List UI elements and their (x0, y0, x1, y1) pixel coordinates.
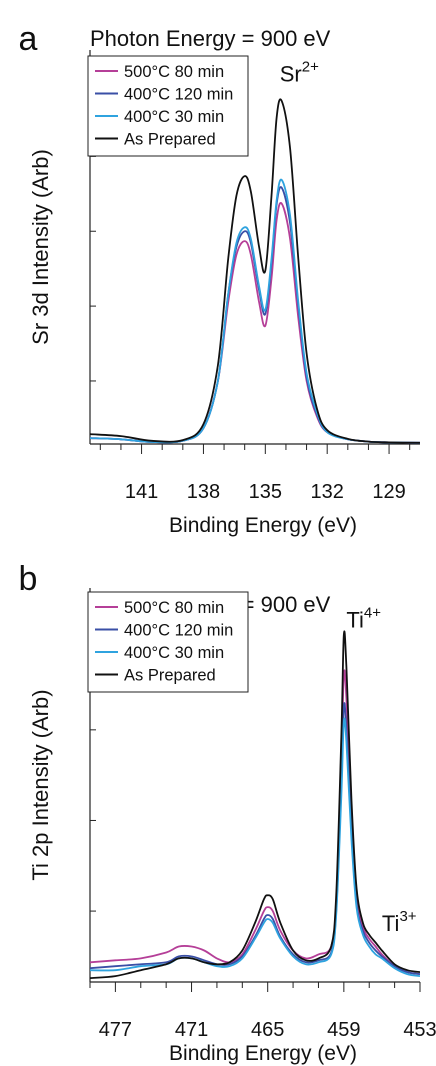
y-axis-label: Ti 2p Intensity (Arb) (28, 689, 53, 880)
x-tick-label: 129 (372, 481, 405, 503)
legend-label: 400°C 120 min (124, 622, 233, 640)
panel-label: b (19, 560, 38, 598)
x-axis-label: Binding Energy (eV) (169, 514, 357, 537)
x-tick-label: 477 (99, 1019, 132, 1041)
legend-item: As Prepared (95, 131, 216, 149)
panel-label: a (19, 20, 38, 58)
y-axis-label: Sr 3d Intensity (Arb) (28, 149, 53, 345)
legend-item: 500°C 80 min (95, 63, 224, 81)
x-tick-label: 465 (251, 1019, 284, 1041)
x-axis-label: Binding Energy (eV) (169, 1042, 357, 1065)
annotation-text: Sr (280, 62, 302, 87)
annotation-superscript: 2+ (302, 59, 319, 76)
x-tick-label: 135 (249, 481, 282, 503)
x-tick-label: 459 (327, 1019, 360, 1041)
x-tick-label: 453 (403, 1019, 436, 1041)
x-tick-label: 141 (125, 481, 158, 503)
x-tick-label: 471 (175, 1019, 208, 1041)
x-tick-label: 138 (187, 481, 220, 503)
legend-label: 400°C 30 min (124, 108, 224, 126)
legend: 500°C 80 min 400°C 120 min 400°C 30 min As … (87, 591, 249, 693)
legend-label: 500°C 80 min (124, 599, 224, 617)
chart-panel-a: a Photon Energy = 900 eV 141 138 135 132 129 Bi… (19, 20, 420, 537)
x-tick-label: 132 (311, 481, 344, 503)
peak-annotation: Ti3+ (382, 908, 417, 936)
legend-label: As Prepared (124, 131, 216, 149)
legend-item: 400°C 30 min (95, 108, 224, 126)
legend-item: 400°C 120 min (95, 622, 233, 640)
legend-item: 400°C 30 min (95, 644, 224, 662)
series-line-3 (90, 178, 420, 444)
annotation-superscript: 3+ (399, 908, 416, 925)
legend: 500°C 80 min 400°C 120 min 400°C 30 min As … (87, 55, 249, 157)
legend-label: 500°C 80 min (124, 63, 224, 81)
legend-label: As Prepared (124, 667, 216, 685)
series-line-4 (90, 630, 420, 979)
series-line-1 (90, 202, 420, 444)
chart-title: Photon Energy = 900 eV (90, 26, 331, 51)
legend-item: 400°C 120 min (95, 86, 233, 104)
peak-annotation: Ti4+ (346, 604, 381, 632)
chart-panel-b: bPhoton Energy = 900 eV477471465459453Bi… (19, 560, 436, 1065)
legend-item: As Prepared (95, 667, 216, 685)
series-line-2 (90, 702, 420, 975)
legend-label: 400°C 30 min (124, 644, 224, 662)
annotation-superscript: 4+ (364, 604, 381, 621)
annotation-text: Ti (346, 607, 364, 632)
peak-annotation: Sr2+ (280, 59, 319, 87)
legend-item: 500°C 80 min (95, 599, 224, 617)
series-line-1 (90, 669, 420, 975)
annotation-text: Ti (382, 911, 400, 936)
legend-label: 400°C 120 min (124, 86, 233, 104)
series-line-4 (90, 98, 420, 444)
